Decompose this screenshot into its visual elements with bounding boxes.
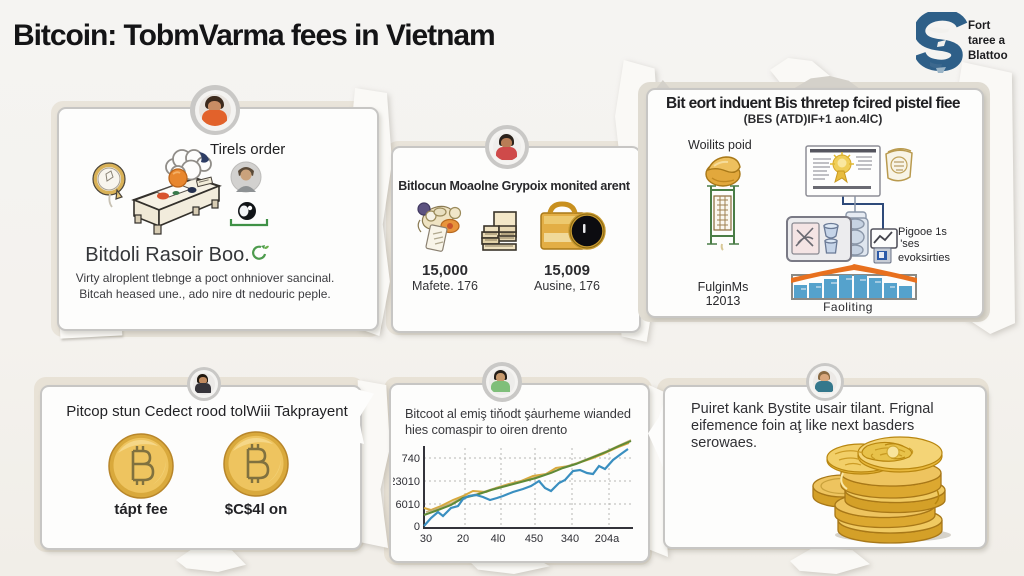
svg-text:740: 740 [402,453,420,465]
svg-text:30: 30 [420,533,432,545]
svg-text:0: 0 [414,521,420,533]
svg-text:450: 450 [525,533,543,545]
svg-text:340: 340 [561,533,579,545]
svg-text:20: 20 [457,533,469,545]
svg-text:23010: 23010 [393,476,420,488]
svg-text:4l0: 4l0 [491,533,506,545]
svg-text:204a: 204a [595,533,620,545]
svg-text:6010: 6010 [396,499,420,511]
